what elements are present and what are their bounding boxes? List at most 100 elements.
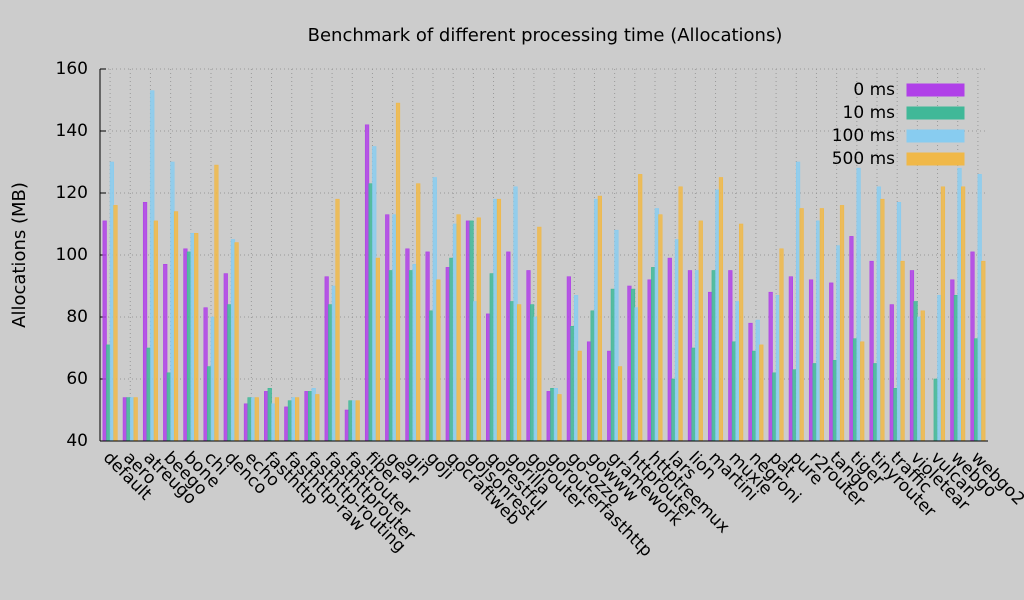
bar [214,164,219,442]
legend-label: 10 ms [843,103,896,123]
bar [537,226,542,442]
bar [416,183,421,442]
bar [106,344,111,442]
bar [950,279,955,442]
bar [170,161,175,442]
bar [933,378,938,442]
bar [469,220,474,442]
bar [287,400,293,442]
bar [331,285,336,442]
bar [234,242,239,442]
bar [304,391,309,442]
bar [408,270,414,442]
bar [849,236,854,442]
bar [166,372,171,442]
bar [812,363,817,442]
bar [752,350,757,442]
bar [678,186,683,442]
bar [109,161,114,442]
bar [388,270,393,442]
bar [230,239,236,442]
bar [792,369,797,442]
bar [768,291,773,442]
bar [452,223,458,442]
bar [974,338,979,442]
bar [937,294,942,442]
bar [526,270,531,442]
legend-swatch [906,106,965,120]
bar [445,267,450,442]
bar [291,397,296,442]
bar [586,341,592,442]
bar [799,208,804,442]
bar [473,301,478,442]
bar [405,248,410,442]
bar [284,406,289,442]
bar [207,366,212,442]
bar [476,217,481,442]
bar [728,270,733,442]
bar [610,288,615,442]
bar [348,400,353,442]
bar [816,220,821,442]
legend-label: 0 ms [853,80,895,100]
bar [271,403,276,442]
bar [153,220,158,442]
bar [630,288,636,442]
bar [731,341,737,442]
bar [122,397,127,442]
bar [533,316,538,442]
bar [590,310,595,442]
bar [183,248,188,442]
bar [573,294,579,442]
bar [425,251,430,442]
bar [324,276,329,442]
bar [395,102,401,442]
y-tick-label: 120 [56,183,88,203]
bar [836,245,841,442]
bar [493,198,498,442]
bar [251,397,256,442]
bar [658,214,663,442]
bar [614,229,619,442]
bar [368,183,373,442]
legend-label: 500 ms [832,149,895,169]
bar [113,205,118,442]
bar [517,304,522,442]
bar [364,124,370,442]
bar [142,202,148,442]
bar [795,161,801,442]
bar [456,214,461,442]
bar [920,310,925,442]
bar [194,233,199,442]
bar [203,307,208,442]
bar [210,316,215,442]
bar [856,167,861,442]
bar [570,325,575,442]
bar [917,316,922,442]
bar [839,205,845,442]
bar [150,90,155,442]
bar [940,186,946,442]
bar [900,260,905,442]
bar [627,285,632,442]
bar [860,341,865,442]
bar [486,313,491,442]
bar [957,167,962,442]
bar [953,294,959,442]
bar [530,304,535,442]
bar [465,220,471,442]
bar [715,189,720,442]
bar [264,391,269,442]
bar [190,233,195,442]
bar [691,347,696,442]
bar [129,397,135,442]
bar [695,270,700,442]
bar [788,276,793,442]
bar [711,270,716,442]
bar [981,260,986,442]
bar [227,304,232,442]
bar [436,279,441,442]
bar [852,338,858,442]
